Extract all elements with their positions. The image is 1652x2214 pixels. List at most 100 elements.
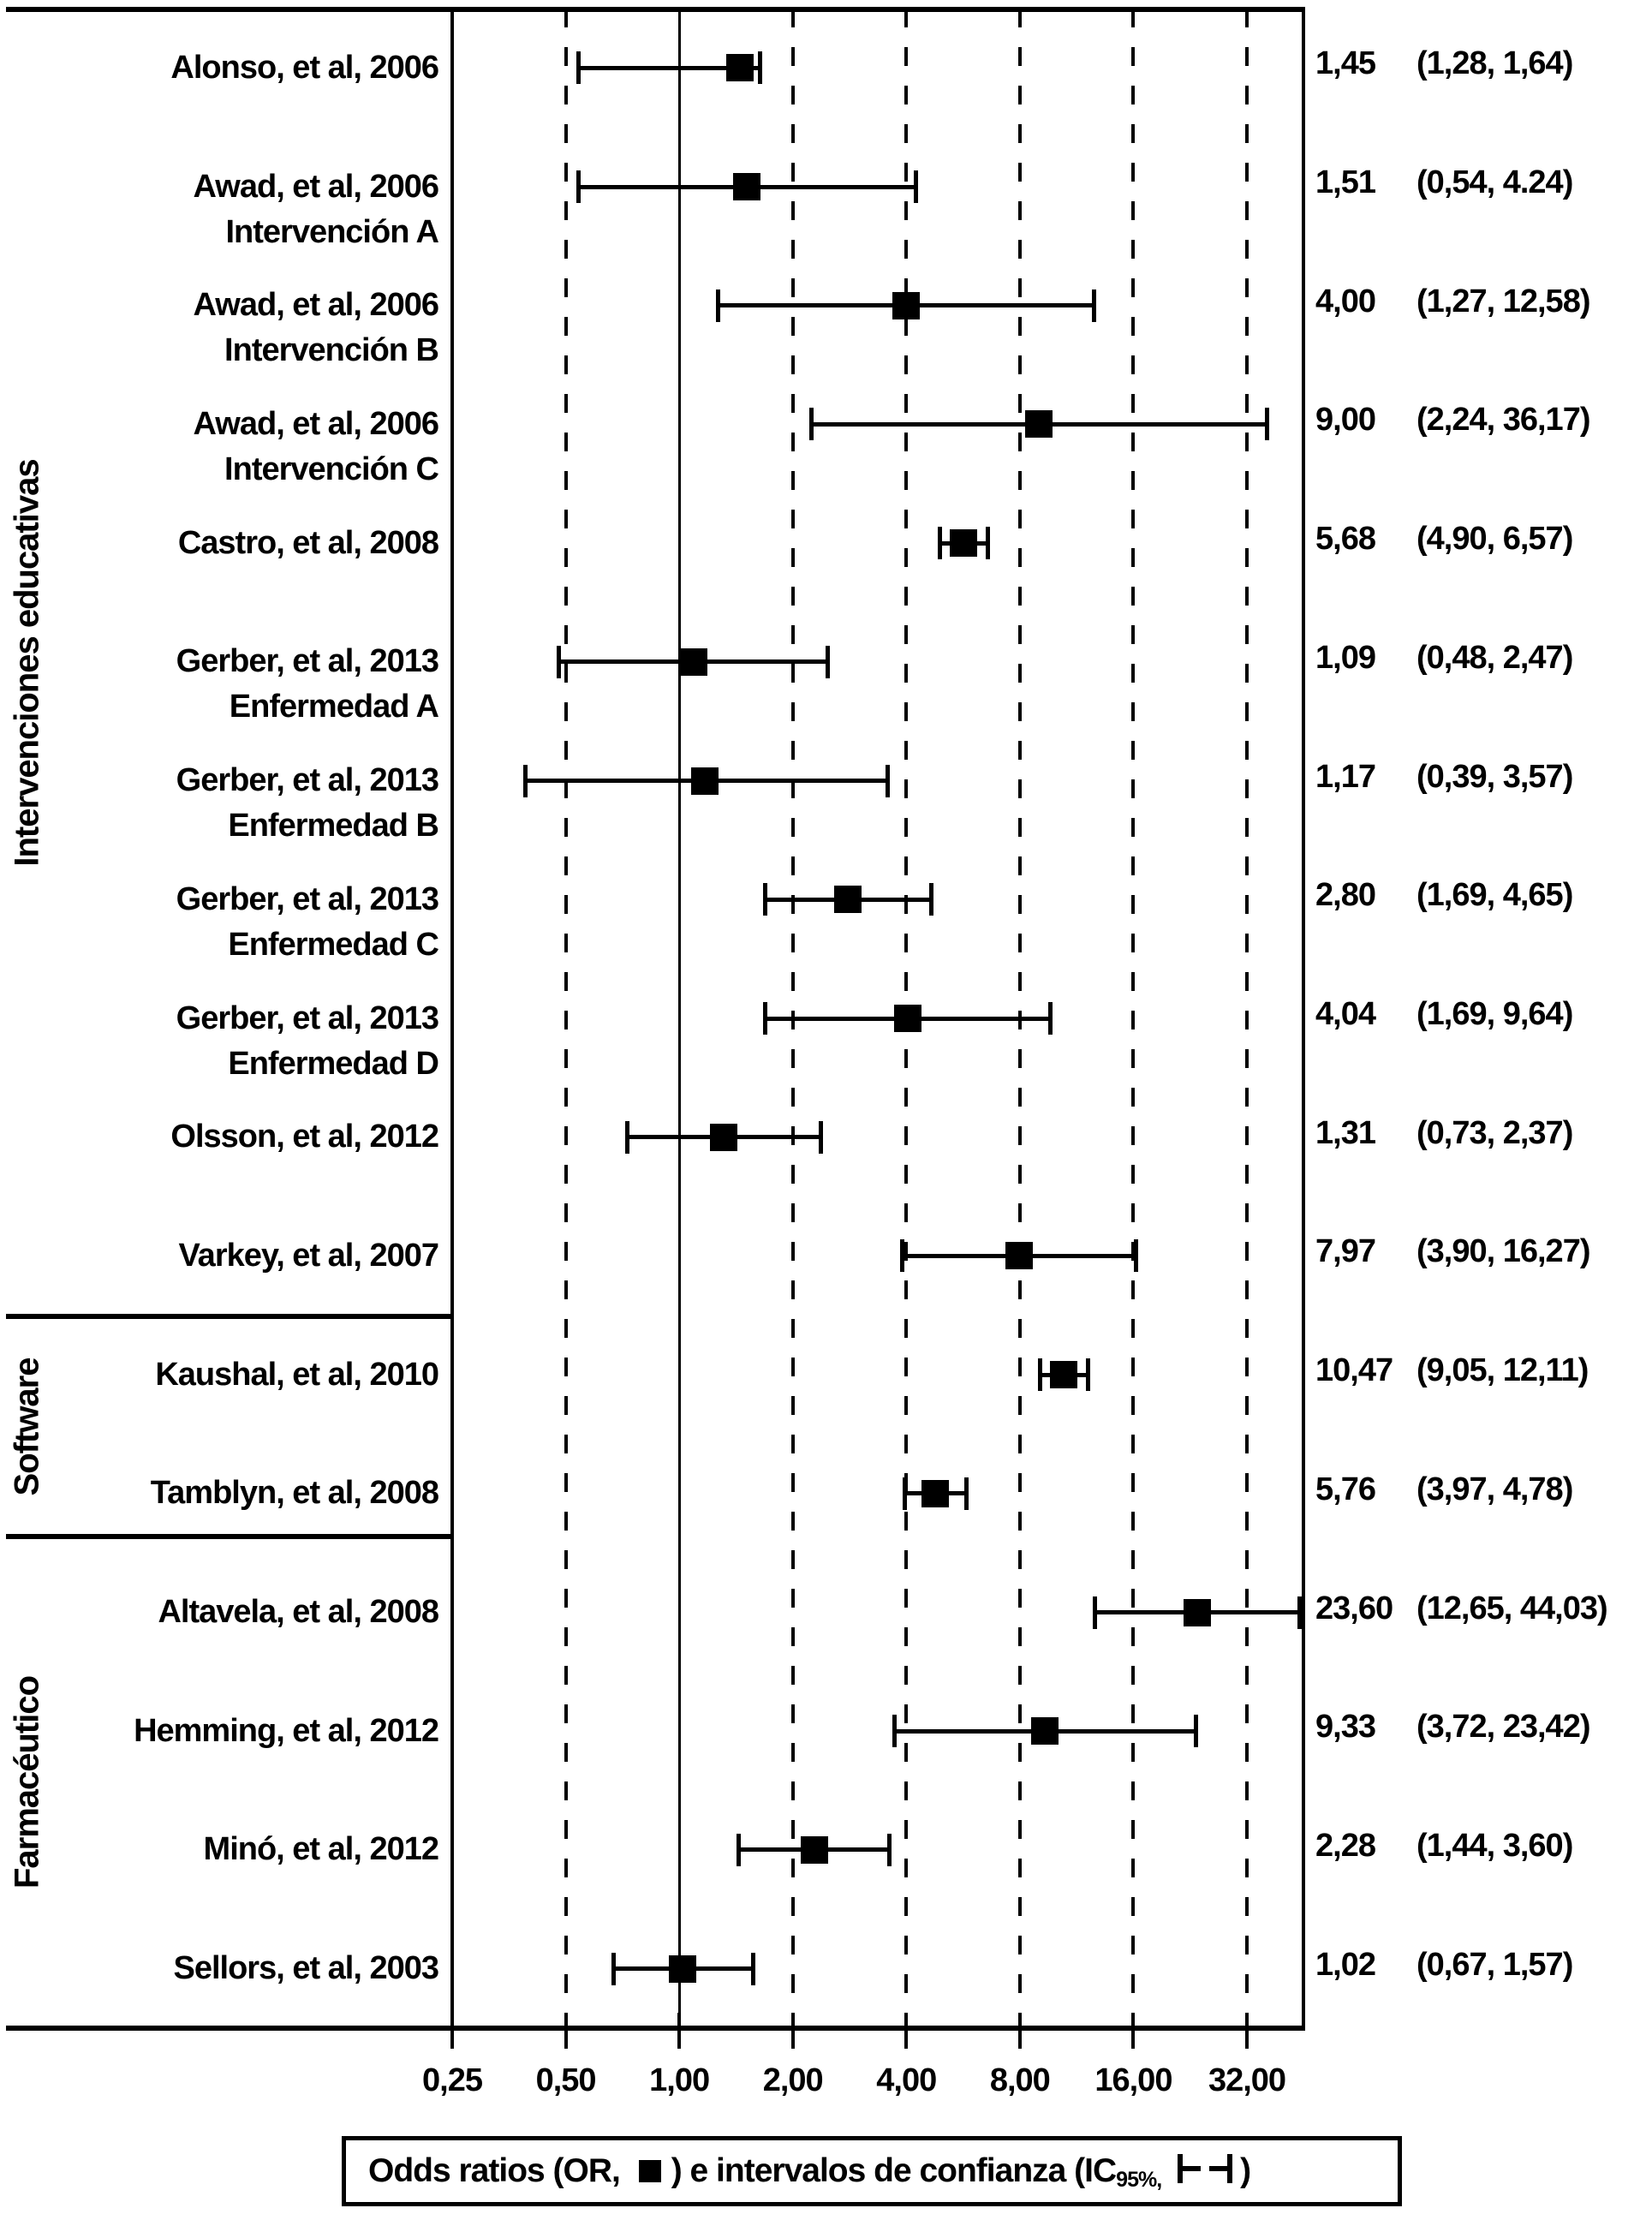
ci-value: (0,67, 1,57) — [1416, 1946, 1573, 1983]
plot-left-border — [450, 7, 454, 2030]
ci-cap-low — [762, 1002, 767, 1035]
ci-value: (9,05, 12,11) — [1416, 1352, 1589, 1389]
axis-tick-label: 0,50 — [535, 2062, 597, 2098]
gridline-dashed — [564, 9, 568, 2028]
study-label-line1: Gerber, et al, 2013 — [176, 880, 439, 917]
study-label-line1: Minó, et al, 2012 — [203, 1831, 439, 1868]
axis-tick — [564, 2013, 568, 2049]
point-marker — [892, 291, 921, 319]
or-value: 2,80 — [1315, 877, 1376, 914]
ci-cap-high — [1048, 1002, 1053, 1035]
ci-cap-high — [963, 1477, 969, 1510]
or-ci-text: 1,17 (0,39, 3,57) — [1315, 759, 1573, 796]
x-axis-line — [6, 2026, 1305, 2031]
point-marker — [1031, 1717, 1059, 1746]
study-label: Kaushal, et al, 2010 — [0, 1352, 439, 1398]
study-label: Tamblyn, et al, 2008 — [0, 1471, 439, 1516]
plot-top-border — [6, 7, 1305, 12]
axis-tick-label: 8,00 — [989, 2062, 1051, 2098]
study-label-line1: Gerber, et al, 2013 — [176, 643, 439, 680]
study-label-line2: Enfermedad B — [228, 808, 439, 844]
or-value: 5,68 — [1315, 521, 1376, 558]
study-label: Altavela, et al, 2008 — [0, 1590, 439, 1635]
study-label: Varkey, et al, 2007 — [0, 1233, 439, 1279]
caption-text-close: ) — [1240, 2152, 1251, 2189]
ci-cap-low — [903, 1477, 908, 1510]
ci-cap-low — [808, 408, 814, 441]
ci-whisker-line — [578, 65, 760, 70]
or-ci-text: 9,33 (3,72, 23,42) — [1315, 1709, 1590, 1746]
ci-value: (3,72, 23,42) — [1416, 1709, 1590, 1746]
square-marker-icon — [638, 2160, 661, 2182]
ci-cap-high — [985, 527, 990, 560]
study-label-line1: Varkey, et al, 2007 — [178, 1237, 439, 1274]
or-ci-text: 1,51 (0,54, 4.24) — [1315, 164, 1573, 201]
or-ci-text: 1,02 (0,67, 1,57) — [1315, 1946, 1573, 1984]
study-label-line1: Castro, et al, 2008 — [177, 524, 439, 561]
ci-cap-low — [522, 764, 528, 797]
axis-tick-label: 1,00 — [649, 2062, 710, 2098]
ci-cap-low — [716, 289, 721, 322]
axis-tick-label: 16,00 — [1094, 2062, 1172, 2098]
ci-cap-low — [892, 1715, 897, 1748]
ci-cap-high — [825, 645, 830, 678]
ci-value: (0,48, 2,47) — [1416, 639, 1573, 676]
axis-tick — [677, 2013, 682, 2049]
ci-cap-low — [576, 170, 581, 204]
study-label: Sellors, et al, 2003 — [0, 1946, 439, 1991]
axis-tick — [1244, 2013, 1249, 2049]
point-marker — [1183, 1598, 1211, 1626]
point-marker — [894, 1005, 922, 1032]
study-label: Minó, et al, 2012 — [0, 1827, 439, 1872]
study-label: Awad, et al, 2006 Intervención A — [0, 164, 439, 255]
point-marker — [726, 54, 754, 82]
axis-tick — [790, 2013, 795, 2049]
or-ci-text: 23,60 (12,65, 44,03) — [1315, 1590, 1608, 1627]
point-marker — [668, 1954, 696, 1983]
ci-cap-high — [928, 883, 933, 916]
or-value: 2,28 — [1315, 1827, 1376, 1864]
gridline-dashed — [1244, 9, 1249, 2028]
axis-tick — [1131, 2013, 1136, 2049]
study-label: Olsson, et al, 2012 — [0, 1114, 439, 1160]
ci-value: (1,69, 9,64) — [1416, 996, 1573, 1032]
ci-cap-low — [737, 1833, 742, 1866]
ci-value: (0,73, 2,37) — [1416, 1114, 1573, 1151]
study-label-line2: Intervención A — [225, 213, 439, 250]
study-label-line1: Awad, et al, 2006 — [193, 168, 439, 205]
study-label-line2: Intervención C — [224, 451, 439, 487]
study-label-line2: Enfermedad A — [229, 689, 439, 725]
or-value: 9,00 — [1315, 402, 1376, 439]
ci-cap-low — [625, 1120, 630, 1154]
point-marker — [709, 1123, 737, 1151]
or-ci-text: 1,45 (1,28, 1,64) — [1315, 45, 1573, 82]
ci-cap-high — [1297, 1596, 1302, 1629]
study-label-line1: Kaushal, et al, 2010 — [155, 1356, 439, 1393]
or-ci-text: 4,04 (1,69, 9,64) — [1315, 996, 1573, 1033]
ci-cap-low — [557, 645, 562, 678]
ci-value: (1,28, 1,64) — [1416, 45, 1573, 82]
or-ci-text: 9,00 (2,24, 36,17) — [1315, 402, 1590, 439]
or-value: 10,47 — [1315, 1352, 1393, 1389]
or-value: 4,04 — [1315, 996, 1376, 1032]
ci-cap-low — [576, 51, 581, 85]
point-marker — [732, 173, 760, 201]
study-label-line1: Gerber, et al, 2013 — [176, 1000, 439, 1036]
or-value: 1,45 — [1315, 45, 1376, 82]
gridline-solid — [677, 9, 681, 2028]
or-value: 23,60 — [1315, 1590, 1393, 1626]
axis-tick-label: 4,00 — [876, 2062, 937, 2098]
point-marker — [1005, 1242, 1034, 1270]
ci-cap-low — [1092, 1596, 1097, 1629]
group-separator — [6, 1314, 452, 1319]
study-label: Gerber, et al, 2013 Enfermedad B — [0, 758, 439, 849]
or-ci-text: 5,68 (4,90, 6,57) — [1315, 521, 1573, 558]
study-label: Hemming, et al, 2012 — [0, 1709, 439, 1754]
study-label: Gerber, et al, 2013 Enfermedad A — [0, 639, 439, 730]
ci-value: (0,54, 4.24) — [1416, 164, 1573, 201]
study-label: Gerber, et al, 2013 Enfermedad C — [0, 877, 439, 968]
point-marker — [800, 1835, 828, 1864]
ci-cap-high — [1264, 408, 1269, 441]
ci-value: (3,90, 16,27) — [1416, 1233, 1590, 1270]
